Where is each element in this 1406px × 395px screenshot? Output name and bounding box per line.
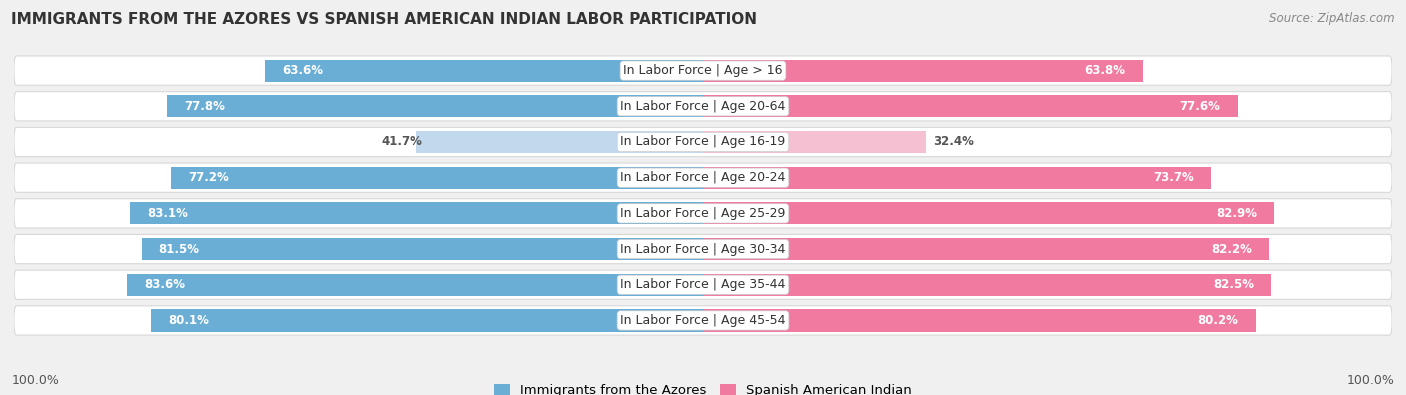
Text: 100.0%: 100.0%: [11, 374, 59, 387]
Text: 63.6%: 63.6%: [283, 64, 323, 77]
Text: 82.9%: 82.9%: [1216, 207, 1257, 220]
Text: In Labor Force | Age 20-64: In Labor Force | Age 20-64: [620, 100, 786, 113]
Text: 41.7%: 41.7%: [381, 135, 423, 149]
Bar: [703, 95, 1237, 117]
Bar: [416, 131, 703, 153]
Text: 82.2%: 82.2%: [1211, 243, 1253, 256]
Bar: [167, 95, 703, 117]
Text: 63.8%: 63.8%: [1084, 64, 1125, 77]
Text: In Labor Force | Age 30-34: In Labor Force | Age 30-34: [620, 243, 786, 256]
FancyBboxPatch shape: [14, 306, 1392, 335]
FancyBboxPatch shape: [14, 163, 1392, 192]
Text: 32.4%: 32.4%: [934, 135, 974, 149]
Bar: [703, 131, 927, 153]
Bar: [264, 60, 703, 82]
FancyBboxPatch shape: [14, 234, 1392, 264]
Bar: [703, 167, 1211, 189]
Text: In Labor Force | Age 25-29: In Labor Force | Age 25-29: [620, 207, 786, 220]
Text: 100.0%: 100.0%: [1347, 374, 1395, 387]
Text: 83.6%: 83.6%: [145, 278, 186, 291]
Legend: Immigrants from the Azores, Spanish American Indian: Immigrants from the Azores, Spanish Amer…: [489, 379, 917, 395]
Text: IMMIGRANTS FROM THE AZORES VS SPANISH AMERICAN INDIAN LABOR PARTICIPATION: IMMIGRANTS FROM THE AZORES VS SPANISH AM…: [11, 12, 758, 27]
Bar: [703, 60, 1143, 82]
Text: In Labor Force | Age > 16: In Labor Force | Age > 16: [623, 64, 783, 77]
Text: 81.5%: 81.5%: [159, 243, 200, 256]
Bar: [131, 202, 703, 224]
Bar: [172, 167, 703, 189]
FancyBboxPatch shape: [14, 92, 1392, 121]
Text: In Labor Force | Age 20-24: In Labor Force | Age 20-24: [620, 171, 786, 184]
Text: In Labor Force | Age 16-19: In Labor Force | Age 16-19: [620, 135, 786, 149]
Text: 77.8%: 77.8%: [184, 100, 225, 113]
FancyBboxPatch shape: [14, 270, 1392, 299]
Bar: [703, 202, 1274, 224]
Text: 83.1%: 83.1%: [148, 207, 188, 220]
Bar: [703, 309, 1256, 331]
Bar: [703, 238, 1270, 260]
Text: In Labor Force | Age 35-44: In Labor Force | Age 35-44: [620, 278, 786, 291]
FancyBboxPatch shape: [14, 127, 1392, 157]
FancyBboxPatch shape: [14, 56, 1392, 85]
Text: 77.6%: 77.6%: [1180, 100, 1220, 113]
Text: In Labor Force | Age 45-54: In Labor Force | Age 45-54: [620, 314, 786, 327]
Text: Source: ZipAtlas.com: Source: ZipAtlas.com: [1270, 12, 1395, 25]
Text: 77.2%: 77.2%: [188, 171, 229, 184]
Bar: [127, 274, 703, 296]
Text: 73.7%: 73.7%: [1153, 171, 1194, 184]
Text: 80.1%: 80.1%: [169, 314, 209, 327]
FancyBboxPatch shape: [14, 199, 1392, 228]
Text: 80.2%: 80.2%: [1198, 314, 1239, 327]
Bar: [152, 309, 703, 331]
Bar: [142, 238, 703, 260]
Text: 82.5%: 82.5%: [1213, 278, 1254, 291]
Bar: [703, 274, 1271, 296]
